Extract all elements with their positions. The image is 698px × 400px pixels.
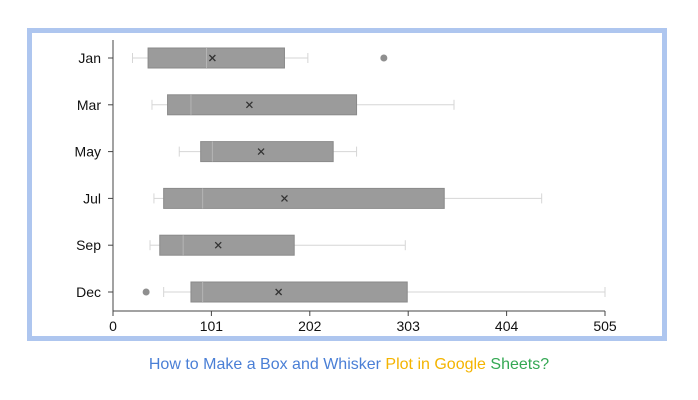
category-label-mar: Mar (77, 97, 101, 113)
caption-part-4: Sheets? (490, 356, 550, 373)
x-tick-label: 202 (298, 318, 322, 334)
category-label-jan: Jan (78, 50, 101, 66)
box-sep (159, 234, 295, 256)
box-jul (163, 187, 445, 209)
mean-marker-jul (281, 194, 288, 202)
chart-caption: How to Make a Box and Whisker Plot in Go… (0, 356, 698, 374)
category-label-dec: Dec (76, 284, 101, 300)
box-dec (190, 281, 408, 303)
outlier-point-dec (142, 288, 150, 296)
x-tick-label: 101 (200, 318, 224, 334)
category-label-jul: Jul (83, 190, 101, 206)
mean-marker-jan (208, 54, 216, 62)
box-may (200, 141, 334, 163)
mean-marker-dec (275, 288, 283, 296)
box-mar (167, 94, 358, 116)
x-tick-label: 505 (593, 318, 617, 334)
mean-marker-sep (214, 241, 222, 249)
x-tick-label: 0 (109, 318, 117, 334)
mean-marker-mar (245, 101, 253, 109)
outlier-point-jan (380, 54, 388, 62)
x-tick-label: 303 (397, 318, 421, 334)
caption-part-1: How to Make a Box and Whisker (148, 356, 386, 373)
category-label-may: May (75, 144, 101, 160)
x-tick-label: 404 (495, 318, 519, 334)
category-label-sep: Sep (76, 237, 101, 253)
mean-marker-may (257, 148, 265, 156)
caption-part-2: Plot in (385, 356, 435, 373)
caption-part-3: Google (434, 356, 491, 373)
box-jan (147, 47, 285, 69)
